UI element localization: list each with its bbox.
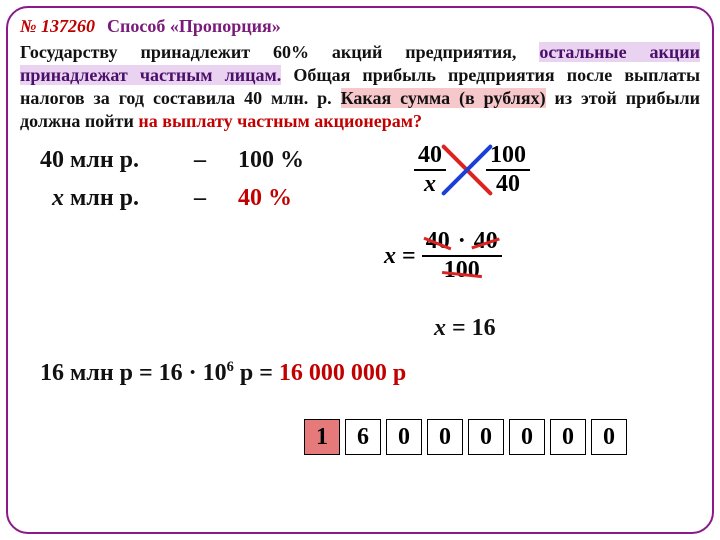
prop-r2-dash: – xyxy=(194,185,206,212)
slide-content: № 137260 Способ «Пропорция» Государству … xyxy=(14,14,706,526)
prop-r1-right: 100 % xyxy=(238,147,304,174)
answer-cell: 0 xyxy=(591,419,627,455)
answer-cell: 0 xyxy=(550,419,586,455)
prop-r1-dash: – xyxy=(194,147,206,174)
prop-r2-left: х млн р. xyxy=(52,185,139,212)
frac-left: 40 x xyxy=(414,143,446,197)
prop-r2-right: 40 % xyxy=(238,185,292,212)
answer-row: 1 6 0 0 0 0 0 0 xyxy=(304,419,627,455)
answer-cell: 0 xyxy=(468,419,504,455)
result-eq16: = 16 xyxy=(446,315,496,341)
final-left: 16 млн р = 16 · 10 xyxy=(40,360,227,386)
eqx-x: x xyxy=(384,243,396,270)
prop-x-unit: млн р. xyxy=(64,185,139,211)
result-x: х xyxy=(434,315,446,341)
eqx-frac: 40 · 40 100 xyxy=(422,229,502,283)
header: № 137260 Способ «Пропорция» xyxy=(20,16,706,37)
eqx-dot: · xyxy=(456,228,468,254)
final-right: 16 000 000 р xyxy=(273,360,406,386)
eqx-n2-box: 40 xyxy=(474,229,498,254)
frac-right-num: 100 xyxy=(486,143,530,171)
eqx-den-box: 100 xyxy=(444,258,480,283)
frac-right-den: 40 xyxy=(486,171,530,197)
problem-part-1: Государству принадлежит 60% акций предпр… xyxy=(20,42,539,62)
problem-text: Государству принадлежит 60% акций предпр… xyxy=(14,41,706,133)
answer-cell: 1 xyxy=(304,419,340,455)
frac-left-den: x xyxy=(414,171,446,197)
answer-cell: 0 xyxy=(427,419,463,455)
result-x16: х = 16 xyxy=(434,315,496,342)
highlight-question-sum: Какая сумма (в рублях) xyxy=(341,88,546,108)
question-tail: на выплату частным акционерам? xyxy=(138,111,422,131)
eqx-eq: = xyxy=(402,243,416,270)
prop-r1-left: 40 млн р. xyxy=(40,147,139,174)
frac-right: 100 40 xyxy=(486,143,530,197)
eqx-num: 40 · 40 xyxy=(422,229,502,257)
method-title: Способ «Пропорция» xyxy=(107,16,281,37)
final-mid: р = xyxy=(234,360,273,386)
fraction-cross: 40 x 100 40 xyxy=(414,143,530,197)
eqx-den: 100 xyxy=(444,257,480,283)
problem-number: № 137260 xyxy=(20,16,95,37)
work-area: 40 млн р. – 100 % х млн р. – 40 % 40 x 1… xyxy=(14,137,706,497)
answer-cell: 0 xyxy=(509,419,545,455)
frac-left-num: 40 xyxy=(414,143,446,171)
prop-x-var: х xyxy=(52,185,64,211)
equation-x: x = 40 · 40 100 xyxy=(384,229,502,283)
eqx-den-wrap: 100 xyxy=(422,257,502,283)
answer-cell: 6 xyxy=(345,419,381,455)
eqx-n1-box: 40 xyxy=(426,229,450,254)
final-exp: 6 xyxy=(227,359,234,375)
final-line: 16 млн р = 16 · 106 р = 16 000 000 р xyxy=(40,359,406,387)
answer-cell: 0 xyxy=(386,419,422,455)
